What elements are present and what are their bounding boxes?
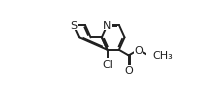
Text: CH₃: CH₃ xyxy=(152,50,173,60)
Text: N: N xyxy=(103,21,112,31)
Text: Cl: Cl xyxy=(102,59,113,69)
Text: O: O xyxy=(134,45,143,55)
Text: S: S xyxy=(70,21,77,31)
Text: O: O xyxy=(124,66,133,75)
